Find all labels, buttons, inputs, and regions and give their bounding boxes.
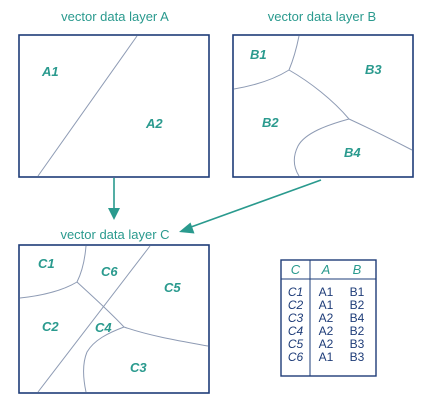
region-b3-label: B3 [365, 62, 382, 77]
region-c1-label: C1 [38, 256, 55, 271]
layer-b-title: vector data layer B [267, 9, 377, 24]
region-c6-label: C6 [101, 264, 118, 279]
region-b1-label: B1 [250, 47, 267, 62]
region-b2-label: B2 [262, 115, 279, 130]
table-cell: A2 [319, 311, 334, 325]
table-row: C4 A2 B2 [288, 324, 365, 338]
table-row: C2 A1 B2 [288, 298, 365, 312]
table-cell: A1 [319, 298, 334, 312]
table-row: C3 A2 B4 [288, 311, 365, 325]
table-cell: C2 [288, 298, 304, 312]
table-row: C6 A1 B3 [288, 350, 365, 364]
table-cell: B3 [350, 350, 365, 364]
layer-b-frame [232, 34, 414, 178]
layer-c-frame [18, 244, 210, 394]
layer-a-frame [18, 34, 210, 178]
layer-a-map: A1 A2 [18, 34, 210, 178]
table-row: C1 A1 B1 [288, 285, 365, 299]
table-cell: C6 [288, 350, 304, 364]
layer-c-boundary-c5 [76, 281, 209, 347]
table-header-b: B [353, 262, 362, 277]
table-header-c: C [291, 262, 301, 277]
region-b4-label: B4 [344, 145, 361, 160]
layer-c-map: C1 C6 C5 C2 C4 C3 [18, 244, 210, 394]
region-a2-label: A2 [145, 116, 163, 131]
table-cell: C3 [288, 311, 304, 325]
table-cell: B2 [350, 298, 365, 312]
table-header-a: A [321, 262, 331, 277]
region-c4-label: C4 [95, 320, 112, 335]
region-c3-label: C3 [130, 360, 147, 375]
table-cell: A1 [319, 350, 334, 364]
table-cell: B3 [350, 337, 365, 351]
overlay-arrow-b [179, 179, 322, 234]
region-c2-label: C2 [42, 319, 59, 334]
region-a1-label: A1 [41, 64, 59, 79]
layer-b-boundary-b4 [293, 118, 350, 177]
table-cell: A2 [319, 324, 334, 338]
layer-a-title: vector data layer A [61, 9, 169, 24]
table-cell: A2 [319, 337, 334, 351]
table-cell: A1 [319, 285, 334, 299]
layer-c-boundary-ab [37, 245, 151, 393]
layer-a-boundary [37, 35, 138, 177]
layer-b-map: B1 B3 B2 B4 [232, 34, 414, 178]
overlay-arrow-a [108, 178, 120, 220]
table-cell: B1 [350, 285, 365, 299]
layer-c-boundary-c3 [83, 326, 125, 393]
table-cell: C4 [288, 324, 304, 338]
table-cell: C1 [288, 285, 303, 299]
table-row: C5 A2 B3 [288, 337, 365, 351]
region-c5-label: C5 [164, 280, 181, 295]
layer-c-title: vector data layer C [60, 227, 170, 242]
table-cell: C5 [288, 337, 304, 351]
table-cell: B4 [350, 311, 365, 325]
attribute-table: C A B C1 A1 B1 C2 A1 B2 C3 A2 B4 C4 A2 B… [280, 259, 377, 377]
table-cell: B2 [350, 324, 365, 338]
